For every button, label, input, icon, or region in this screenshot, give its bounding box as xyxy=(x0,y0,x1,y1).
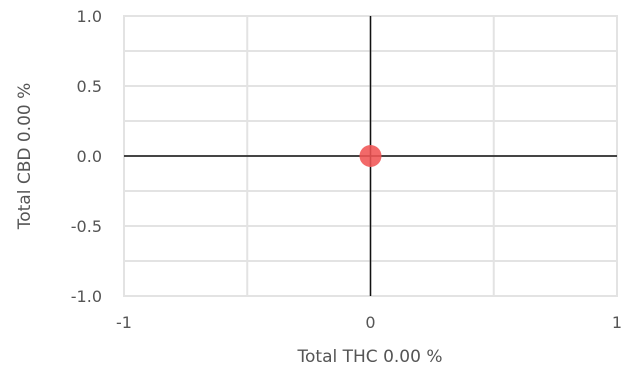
data-point xyxy=(359,145,382,167)
y-axis-title: Total CBD 0.00 % xyxy=(15,83,35,231)
x-axis-title: Total THC 0.00 % xyxy=(297,347,443,367)
y-tick-label: -1.0 xyxy=(71,287,102,306)
tick-layer: 1.0 0.5 0.0 -0.5 -1.0 -1 0 1 xyxy=(71,7,622,332)
x-tick-label: 1 xyxy=(612,313,622,332)
x-tick-label: 0 xyxy=(365,313,375,332)
y-tick-label: 0.0 xyxy=(77,147,102,166)
point-layer xyxy=(359,145,382,167)
x-tick-label: -1 xyxy=(116,313,132,332)
y-tick-label: 0.5 xyxy=(77,77,102,96)
y-tick-label: -0.5 xyxy=(71,217,102,236)
y-tick-label: 1.0 xyxy=(77,7,102,26)
